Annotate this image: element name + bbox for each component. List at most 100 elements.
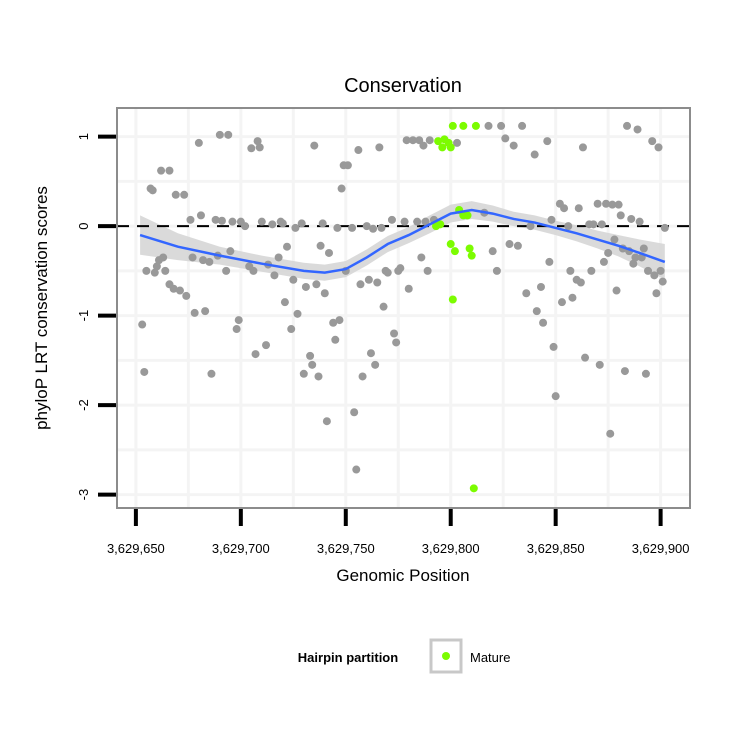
y-tick-label: -1: [76, 310, 91, 322]
other-point: [629, 259, 638, 268]
other-point: [635, 217, 644, 226]
other-point: [322, 417, 331, 426]
other-point: [551, 392, 560, 401]
other-point: [660, 223, 669, 232]
smooth-line: [139, 208, 666, 274]
other-point: [247, 144, 256, 153]
other-point: [306, 351, 315, 360]
other-point: [413, 217, 422, 226]
other-point: [518, 121, 527, 130]
other-point: [358, 372, 367, 381]
mature-point: [459, 121, 468, 130]
other-point: [190, 308, 199, 317]
other-point: [606, 429, 615, 438]
y-axis-label: phyloP LRT conservation scores: [32, 186, 51, 430]
other-point: [509, 141, 518, 150]
other-point: [226, 247, 235, 256]
other-point: [658, 277, 667, 286]
other-point: [301, 282, 310, 291]
other-point: [224, 130, 233, 139]
other-point: [560, 204, 569, 213]
other-point: [644, 266, 653, 275]
other-point: [396, 264, 405, 273]
other-point: [568, 293, 577, 302]
other-point: [425, 136, 434, 145]
other-point: [316, 241, 325, 250]
other-point: [331, 335, 340, 344]
other-point: [289, 275, 298, 284]
mature-point: [446, 240, 455, 249]
other-point: [291, 223, 300, 232]
other-point: [171, 190, 180, 199]
other-point: [278, 219, 287, 228]
other-point: [354, 146, 363, 155]
other-point: [656, 266, 665, 275]
mature-point: [469, 484, 478, 493]
other-point: [161, 266, 170, 275]
other-point: [597, 220, 606, 229]
other-point: [453, 138, 462, 147]
other-point: [631, 253, 640, 262]
other-point: [152, 262, 161, 271]
other-point: [262, 341, 271, 350]
other-point: [232, 325, 241, 334]
other-point: [142, 266, 151, 275]
other-point: [211, 215, 220, 224]
other-point: [390, 329, 399, 338]
other-point: [488, 247, 497, 256]
mature-point: [467, 251, 476, 260]
other-point: [536, 282, 545, 291]
other-point: [375, 143, 384, 152]
other-point: [320, 289, 329, 298]
other-point: [207, 369, 216, 378]
x-axis: 3,629,650 3,629,700 3,629,750 3,629,800 3,62…: [107, 509, 690, 556]
other-point: [253, 137, 262, 146]
other-point: [639, 244, 648, 253]
y-tick-label: 0: [76, 223, 91, 230]
other-point: [612, 286, 621, 295]
other-point: [293, 309, 302, 318]
confidence-band: [140, 201, 665, 281]
other-point: [287, 325, 296, 334]
other-point: [415, 136, 424, 145]
other-point: [257, 217, 266, 226]
other-point: [205, 257, 214, 266]
other-point: [241, 222, 250, 231]
other-point: [623, 121, 632, 130]
other-point: [392, 338, 401, 347]
x-tick-label: 3,629,650: [107, 541, 165, 556]
other-point: [383, 268, 392, 277]
other-point: [578, 143, 587, 152]
other-point: [274, 253, 283, 262]
other-point: [217, 216, 226, 225]
other-point: [652, 289, 661, 298]
other-point: [270, 271, 279, 280]
other-point: [497, 121, 506, 130]
other-point: [348, 223, 357, 232]
other-point: [148, 186, 157, 195]
other-point: [297, 219, 306, 228]
other-point: [417, 253, 426, 262]
other-point: [157, 166, 166, 175]
other-point: [318, 219, 327, 228]
other-point: [352, 465, 361, 474]
other-point: [379, 302, 388, 311]
other-point: [364, 275, 373, 284]
other-point: [404, 284, 413, 293]
other-point: [314, 372, 323, 381]
other-point: [362, 222, 371, 231]
other-point: [574, 204, 583, 213]
other-point: [194, 138, 203, 147]
other-point: [387, 215, 396, 224]
other-point: [633, 125, 642, 134]
other-point: [310, 141, 319, 150]
mature-point: [432, 222, 441, 231]
legend-mature-swatch: [442, 652, 450, 660]
other-point: [249, 266, 258, 275]
x-tick-label: 3,629,850: [527, 541, 585, 556]
other-point: [505, 240, 514, 249]
other-point: [140, 367, 149, 376]
y-axis: 1 0 -1 -2 -3: [76, 133, 116, 500]
